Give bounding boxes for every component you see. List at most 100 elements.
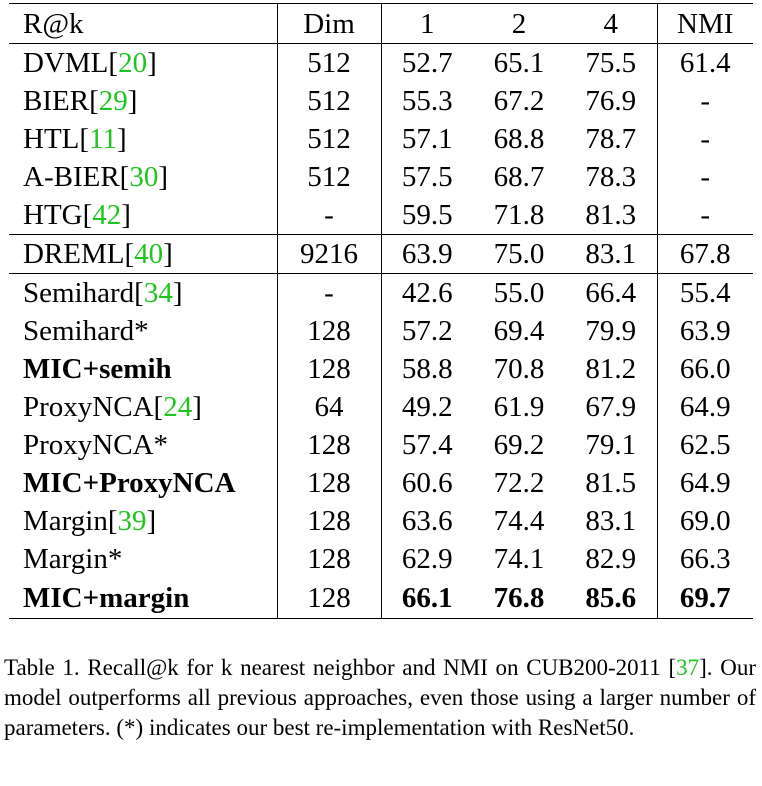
method-name: HTG xyxy=(23,199,83,231)
r2-cell: 71.8 xyxy=(493,199,545,231)
header-r1: 1 xyxy=(380,3,473,44)
method-cell: Semihard[34] xyxy=(9,273,277,312)
r4-cell: 75.5 xyxy=(585,47,637,79)
nmi-cell: 61.4 xyxy=(656,43,753,82)
r2-cell: 69.4 xyxy=(493,315,545,347)
citation-link[interactable]: 29 xyxy=(98,85,128,117)
method-cell: DREML[40] xyxy=(9,234,277,274)
table-row: Margin* 128 62.9 74.1 82.9 66.3 xyxy=(9,540,753,578)
dim-cell: 512 xyxy=(276,43,381,82)
r1-cell: 59.5 xyxy=(380,196,473,235)
caption-text-2: ]. Our model outperforms all previous ap… xyxy=(4,655,756,740)
r4-cell: 81.3 xyxy=(585,199,637,231)
citation-link[interactable]: 34 xyxy=(143,277,173,309)
nmi-cell: 63.9 xyxy=(656,312,753,350)
r2-cell: 67.2 xyxy=(493,85,545,117)
method-name: Semihard xyxy=(23,277,135,309)
dim-cell: 128 xyxy=(276,426,381,464)
method-name: Margin* xyxy=(23,543,123,575)
r2-cell: 68.7 xyxy=(493,161,545,193)
citation-link[interactable]: 42 xyxy=(92,199,122,231)
r2-cell: 69.2 xyxy=(493,429,545,461)
dim-cell: 128 xyxy=(276,464,381,502)
nmi-cell: 62.5 xyxy=(656,426,753,464)
r4-cell: 81.2 xyxy=(585,353,637,385)
table-row: Semihard[34] -42.6 55.0 66.4 55.4 xyxy=(9,273,753,312)
r2-cell: 75.0 xyxy=(473,234,565,274)
citation-link[interactable]: 20 xyxy=(118,47,148,79)
table-row: BIER[29] 512 55.3 67.2 76.9- xyxy=(9,82,753,120)
dim-cell: - xyxy=(276,273,381,312)
r1-cell: 42.6 xyxy=(380,273,473,312)
method-cell: Margin[39] xyxy=(23,505,157,537)
method-cell: MIC+semih xyxy=(9,350,277,388)
dim-cell: 128 xyxy=(276,350,381,388)
citation-link[interactable]: 30 xyxy=(129,161,159,193)
header-dim: Dim xyxy=(276,3,381,44)
table-row: ProxyNCA[24] 64 49.2 61.9 67.9 64.9 xyxy=(9,388,753,426)
nmi-cell: 66.0 xyxy=(656,350,753,388)
nmi-cell: 67.8 xyxy=(656,234,753,274)
citation-link[interactable]: 11 xyxy=(89,123,117,155)
nmi-cell: 64.9 xyxy=(656,464,753,502)
method-name: HTL xyxy=(23,123,80,155)
table-row: HTL[11] 512 57.1 68.8 78.7- xyxy=(9,120,753,158)
citation-link[interactable]: 39 xyxy=(117,505,147,537)
method-name: MIC+margin xyxy=(23,582,190,614)
method-cell: DVML[20] xyxy=(23,47,157,79)
r1-cell: 57.1 xyxy=(380,120,473,158)
table-row: DVML[20] 512 52.7 65.1 75.5 61.4 xyxy=(9,43,753,82)
caption-text-1: Table 1. Recall@k for k nearest neighbor… xyxy=(4,655,677,680)
r4-cell: 81.5 xyxy=(585,467,637,499)
r1-cell: 58.8 xyxy=(380,350,473,388)
r4-cell: 79.9 xyxy=(585,315,637,347)
method-cell: Semihard* xyxy=(9,312,277,350)
table-row: DREML[40] 9216 63.9 75.0 83.1 67.8 xyxy=(9,234,753,274)
nmi-cell: - xyxy=(656,196,753,235)
table-row: ProxyNCA* 128 57.4 69.2 79.1 62.5 xyxy=(9,426,753,464)
r4-cell: 76.9 xyxy=(585,85,637,117)
caption-citation[interactable]: 37 xyxy=(676,655,700,680)
r1-cell: 66.1 xyxy=(380,578,473,619)
r2-cell: 72.2 xyxy=(493,467,545,499)
table-caption: Table 1. Recall@k for k nearest neighbor… xyxy=(4,653,756,743)
r4-cell: 82.9 xyxy=(585,543,637,575)
dim-cell: 512 xyxy=(276,120,381,158)
r1-cell: 55.3 xyxy=(380,82,473,120)
r2-cell: 74.1 xyxy=(493,543,545,575)
table-header-row: R@k Dim 1 2 4 NMI xyxy=(9,3,753,44)
dim-cell: 128 xyxy=(276,502,381,540)
r1-cell: 62.9 xyxy=(380,540,473,578)
r4-cell: 66.4 xyxy=(565,273,657,312)
r2-cell: 65.1 xyxy=(493,47,545,79)
r1-cell: 63.9 xyxy=(380,234,473,274)
dim-cell: - xyxy=(276,196,381,235)
citation-link[interactable]: 24 xyxy=(163,391,193,423)
r2-cell: 76.8 xyxy=(473,578,565,619)
dim-cell: 128 xyxy=(276,578,381,619)
table-row: A-BIER[30] 512 57.5 68.7 78.3- xyxy=(9,158,753,196)
r2-cell: 61.9 xyxy=(493,391,545,423)
r2-cell: 55.0 xyxy=(473,273,565,312)
table-row: HTG[42] -59.5 71.8 81.3- xyxy=(9,196,753,235)
table-row: Semihard* 128 57.2 69.4 79.9 63.9 xyxy=(9,312,753,350)
r4-cell: 79.1 xyxy=(585,429,637,461)
nmi-cell: - xyxy=(656,120,753,158)
nmi-cell: 64.9 xyxy=(656,388,753,426)
r1-cell: 57.2 xyxy=(380,312,473,350)
table-body: DVML[20] 512 52.7 65.1 75.5 61.4 BIER[29] 512 55… xyxy=(9,43,753,619)
table-row: Margin[39] 128 63.6 74.4 83.1 69.0 xyxy=(9,502,753,540)
citation-link[interactable]: 40 xyxy=(134,238,164,270)
r2-cell: 74.4 xyxy=(493,505,545,537)
method-cell: ProxyNCA* xyxy=(9,426,277,464)
method-cell: HTL[11] xyxy=(23,123,127,155)
dim-cell: 9216 xyxy=(276,234,381,274)
method-name: A-BIER xyxy=(23,161,120,193)
dim-cell: 128 xyxy=(276,540,381,578)
method-name: ProxyNCA xyxy=(23,391,154,423)
method-cell: A-BIER[30] xyxy=(23,161,169,193)
r1-cell: 57.5 xyxy=(380,158,473,196)
header-r2: 2 xyxy=(473,3,565,44)
r1-cell: 57.4 xyxy=(380,426,473,464)
dim-cell: 64 xyxy=(276,388,381,426)
